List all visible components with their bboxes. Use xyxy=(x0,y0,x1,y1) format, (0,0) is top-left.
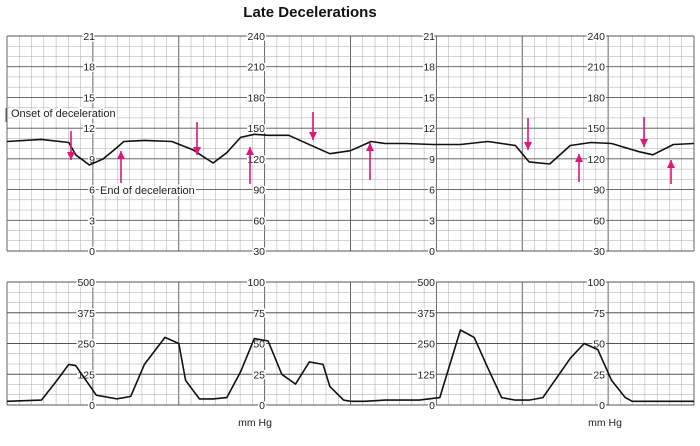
deceleration-arrow xyxy=(667,160,675,184)
fhr-panel: 0 3 6 9 12 15 18 21 30 60 90 120 150 180 210 240 0 3 6 9 12 1… xyxy=(6,30,695,260)
fhr-tick-label: 60 xyxy=(593,215,605,227)
fhr-tick-label: 9 xyxy=(429,154,435,166)
deceleration-arrow xyxy=(193,122,201,155)
arrow-head xyxy=(246,147,254,155)
fhr-trace-line xyxy=(6,133,695,166)
deceleration-arrow xyxy=(309,112,317,140)
fhr-tick-label: 120 xyxy=(247,154,265,166)
uc-tick-label: 500 xyxy=(77,277,95,289)
fhr-tick-label: 18 xyxy=(83,62,95,74)
deceleration-arrow xyxy=(67,131,75,160)
fhr-tick-label: 12 xyxy=(83,123,95,135)
uc-tick-label: 25 xyxy=(253,369,265,381)
uc-tick-label: 100 xyxy=(587,277,605,289)
fhr-tick-label: 180 xyxy=(247,92,265,104)
arrow-head xyxy=(193,147,201,155)
fhr-tick-label: 21 xyxy=(423,31,435,43)
uc-tick-label: 250 xyxy=(417,339,435,351)
fhr-tick-label: 15 xyxy=(83,92,95,104)
uc-tick-label: 125 xyxy=(77,369,95,381)
fhr-tick-label: 30 xyxy=(253,246,265,258)
deceleration-arrow xyxy=(366,143,374,180)
fhr-tick-label: 150 xyxy=(247,123,265,135)
uc-tick-label: 500 xyxy=(417,277,435,289)
uc-trace-line xyxy=(6,329,694,403)
uc-tick-label: 75 xyxy=(253,308,265,320)
chart-title: Late Decelerations xyxy=(243,4,377,21)
fhr-tick-label: 180 xyxy=(587,92,605,104)
fhr-tick-label: 150 xyxy=(587,123,605,135)
fhr-tick-label: 60 xyxy=(253,215,265,227)
fhr-tick-label: 0 xyxy=(429,246,435,258)
onset-annotation-label: Onset of deceleration xyxy=(11,108,116,120)
uc-tick-label: 0 xyxy=(599,400,605,412)
fhr-tick-label: 3 xyxy=(89,215,95,227)
uc-tick-label: 125 xyxy=(417,369,435,381)
fhr-tick-label: 90 xyxy=(253,185,265,197)
fhr-tick-label: 0 xyxy=(89,246,95,258)
fhr-tick-label: 12 xyxy=(423,123,435,135)
arrow-head xyxy=(640,139,648,147)
fhr-tick-label: 3 xyxy=(429,215,435,227)
uc-panel: 0125250375500025507510001252503755000255… xyxy=(6,276,695,414)
fhr-tick-label: 210 xyxy=(247,62,265,74)
uc-axis-unit-label: mm Hg xyxy=(238,417,272,429)
uc-tick-label: 0 xyxy=(259,400,265,412)
fhr-tick-label: 18 xyxy=(423,62,435,74)
uc-tick-label: 0 xyxy=(429,400,435,412)
deceleration-arrow xyxy=(117,151,125,183)
fhr-tick-label: 21 xyxy=(83,31,95,43)
fhr-tick-label: 9 xyxy=(89,154,95,166)
uc-tick-label: 25 xyxy=(593,369,605,381)
arrow-head xyxy=(117,151,125,159)
uc-tick-label: 250 xyxy=(77,339,95,351)
fhr-tick-label: 120 xyxy=(587,154,605,166)
deceleration-arrow xyxy=(575,154,583,182)
fhr-tick-label: 90 xyxy=(593,185,605,197)
arrow-head xyxy=(309,132,317,140)
uc-tick-label: 375 xyxy=(77,308,95,320)
uc-tick-label: 375 xyxy=(417,308,435,320)
arrow-head xyxy=(67,152,75,160)
arrow-head xyxy=(366,143,374,151)
fhr-tick-label: 15 xyxy=(423,92,435,104)
fhr-tick-label: 240 xyxy=(587,31,605,43)
deceleration-arrow xyxy=(246,147,254,184)
fhr-tick-label: 6 xyxy=(429,185,435,197)
fhr-tick-label: 210 xyxy=(587,62,605,74)
uc-axis-unit-label: mm Hg xyxy=(588,417,622,429)
arrow-head xyxy=(667,160,675,168)
end-annotation-label: End of deceleration xyxy=(100,185,195,197)
deceleration-arrow xyxy=(640,117,648,147)
fhr-tick-label: 6 xyxy=(89,185,95,197)
fhr-tick-label: 240 xyxy=(247,31,265,43)
uc-tick-label: 0 xyxy=(89,400,95,412)
arrow-head xyxy=(524,142,532,150)
uc-tick-label: 75 xyxy=(593,308,605,320)
fhr-tick-label: 30 xyxy=(593,246,605,258)
deceleration-arrow xyxy=(524,118,532,150)
arrow-head xyxy=(575,154,583,162)
uc-tick-label: 100 xyxy=(247,277,265,289)
